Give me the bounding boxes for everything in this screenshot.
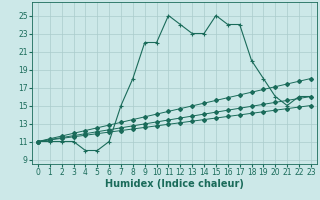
X-axis label: Humidex (Indice chaleur): Humidex (Indice chaleur) [105,179,244,189]
